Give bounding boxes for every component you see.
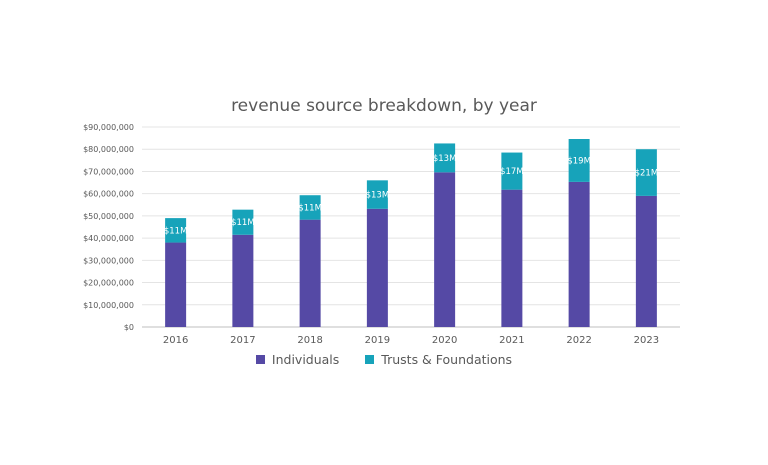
data-label-2016: $11M [164,226,188,236]
bar-individuals-2017 [232,234,254,327]
y-tick-label: $90,000,000 [83,123,134,132]
legend-item-trusts-foundations: Trusts & Foundations [365,352,512,367]
x-tick-label: 2017 [230,335,255,346]
x-tick-label: 2021 [499,335,524,346]
x-tick-label: 2016 [163,335,188,346]
data-label-2017: $11M [231,218,255,228]
y-tick-label: $50,000,000 [83,212,134,221]
x-tick-label: 2019 [365,335,390,346]
legend: Individuals Trusts & Foundations [0,352,768,367]
bars: $11M $11M $11M $13M $13M $17M $19M $21M [164,139,658,327]
y-tick-label: $70,000,000 [83,167,134,176]
bar-individuals-2023 [635,195,657,327]
x-tick-label: 2018 [297,335,322,346]
legend-swatch-individuals [255,355,265,364]
data-label-2021: $17M [500,167,524,177]
bar-individuals-2022 [568,181,590,327]
x-tick-label: 2020 [432,335,457,346]
legend-label-trusts-foundations: Trusts & Foundations [381,352,513,367]
data-label-2019: $13M [366,191,390,201]
gridlines [142,126,680,328]
y-axis-ticks: $0 $10,000,000 $20,000,000 $30,000,000 $40,0… [83,123,134,332]
bar-trusts-foundations-2018 [299,195,321,220]
data-label-2022: $19M [567,156,591,166]
x-tick-label: 2023 [634,335,659,346]
legend-label-individuals: Individuals [271,352,340,367]
y-tick-label: $10,000,000 [83,301,134,310]
bar-trusts-foundations-2016 [165,218,187,243]
chart-title: revenue source breakdown, by year [231,96,537,116]
bar-trusts-foundations-2022 [568,139,590,182]
bar-trusts-foundations-2021 [501,152,523,190]
bar-individuals-2020 [434,172,456,327]
bar-individuals-2019 [366,208,388,327]
y-tick-label: $60,000,000 [83,190,134,199]
x-axis-ticks: 2016 2017 2018 2019 2020 2021 2022 2023 [163,335,659,346]
data-label-2023: $21M [635,169,659,179]
bar-individuals-2021 [501,189,523,327]
y-tick-label: $0 [124,323,134,332]
y-tick-label: $20,000,000 [83,279,134,288]
legend-swatch-trusts-foundations [365,355,375,364]
data-label-2018: $11M [298,203,322,213]
bar-trusts-foundations-2019 [366,180,388,209]
x-tick-label: 2022 [566,335,591,346]
legend-item-individuals: Individuals [255,352,340,367]
bar-trusts-foundations-2017 [232,209,254,235]
y-tick-label: $40,000,000 [83,234,134,243]
bar-individuals-2016 [165,242,187,327]
bar-trusts-foundations-2023 [635,149,657,196]
data-label-2020: $13M [433,154,457,164]
bar-trusts-foundations-2020 [434,143,456,173]
y-tick-label: $80,000,000 [83,145,134,154]
bar-individuals-2018 [299,219,321,327]
y-tick-label: $30,000,000 [83,256,134,265]
